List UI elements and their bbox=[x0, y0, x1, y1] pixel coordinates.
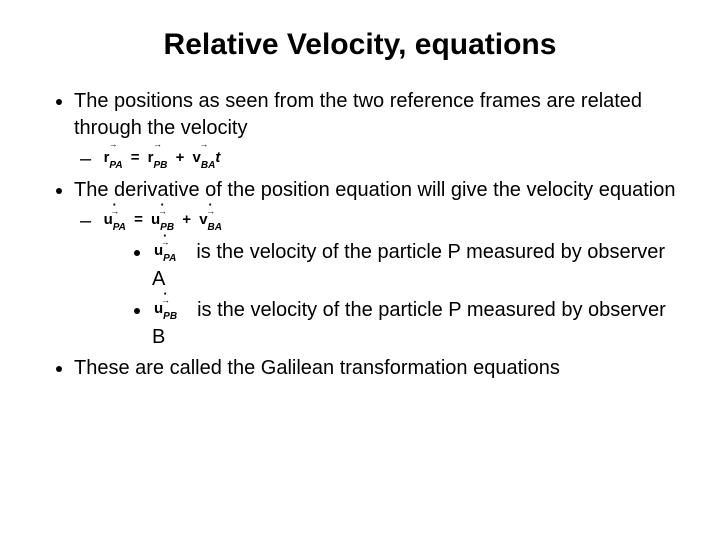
bullet-2-subsub: ·→uPA is the velocity of the particle P … bbox=[98, 239, 676, 351]
sym-uPA: ·→uPA bbox=[154, 241, 176, 264]
bullet-1: The positions as seen from the two refer… bbox=[74, 88, 676, 173]
bullet-2a-text: is the velocity of the particle P measur… bbox=[152, 241, 665, 290]
bullet-3: These are called the Galilean transforma… bbox=[74, 355, 676, 382]
bullet-2b-text: is the velocity of the particle P measur… bbox=[152, 299, 666, 348]
bullet-3-text: These are called the Galilean transforma… bbox=[74, 357, 560, 379]
sym-uPB: ·→uPB bbox=[154, 299, 177, 322]
bullet-2a: ·→uPA is the velocity of the particle P … bbox=[152, 239, 676, 293]
bullet-2: The derivative of the position equation … bbox=[74, 177, 676, 351]
bullet-1-text: The positions as seen from the two refer… bbox=[74, 90, 642, 139]
page-title: Relative Velocity, equations bbox=[44, 28, 676, 62]
bullet-list: The positions as seen from the two refer… bbox=[44, 88, 676, 382]
bullet-1-sub: →rPA = →rPB + →vBAt bbox=[74, 146, 676, 173]
bullet-2b: ·→uPB is the velocity of the particle P … bbox=[152, 297, 676, 351]
eq2-line: ·→uPA = ·→uPB + ·→vBA ·→uPA is the veloc… bbox=[98, 208, 676, 351]
eq1-line: →rPA = →rPB + →vBAt bbox=[98, 146, 676, 173]
slide: Relative Velocity, equations The positio… bbox=[0, 0, 720, 540]
bullet-2-sub: ·→uPA = ·→uPB + ·→vBA ·→uPA is the veloc… bbox=[74, 208, 676, 351]
eq1: →rPA = →rPB + →vBAt bbox=[104, 148, 221, 171]
